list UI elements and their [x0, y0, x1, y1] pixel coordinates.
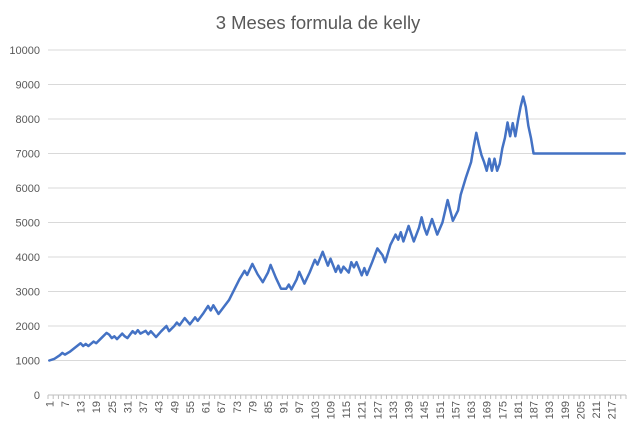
- x-tick-label-115: 115: [341, 401, 353, 419]
- y-tick-label-1000: 1000: [16, 356, 40, 368]
- y-tick-label-5000: 5000: [16, 218, 40, 230]
- x-tick-label-121: 121: [357, 401, 369, 419]
- x-tick-label-103: 103: [310, 401, 322, 419]
- y-tick-label-10000: 10000: [9, 45, 40, 57]
- x-tick-label-151: 151: [435, 401, 447, 419]
- y-tick-label-4000: 4000: [16, 252, 40, 264]
- x-tick-label-175: 175: [497, 401, 509, 419]
- x-tick-label-169: 169: [482, 401, 494, 419]
- x-tick-label-13: 13: [76, 401, 88, 413]
- x-tick-label-157: 157: [450, 401, 462, 419]
- x-tick-label-211: 211: [591, 401, 603, 419]
- x-tick-label-91: 91: [279, 401, 291, 413]
- x-tick-label-61: 61: [201, 401, 213, 413]
- gridlines: [48, 49, 626, 361]
- x-tick-label-217: 217: [607, 401, 619, 419]
- y-tick-label-0: 0: [34, 390, 40, 402]
- x-tick-label-127: 127: [372, 401, 384, 419]
- x-tick-label-19: 19: [91, 401, 103, 413]
- x-tick-label-133: 133: [388, 401, 400, 419]
- y-tick-label-7000: 7000: [16, 149, 40, 161]
- x-tick-label-43: 43: [154, 401, 166, 413]
- x-tick-label-1: 1: [44, 401, 56, 407]
- x-tick-label-199: 199: [560, 401, 572, 419]
- chart-title: 3 Meses formula de kelly: [215, 12, 421, 33]
- x-tick-label-205: 205: [575, 401, 587, 419]
- x-tick-label-85: 85: [263, 401, 275, 413]
- x-tick-label-163: 163: [466, 401, 478, 419]
- x-tick-label-67: 67: [216, 401, 228, 413]
- x-tick-label-187: 187: [529, 401, 541, 419]
- x-tick-label-31: 31: [122, 401, 134, 413]
- y-tick-label-6000: 6000: [16, 183, 40, 195]
- y-tick-label-2000: 2000: [16, 321, 40, 333]
- axes: [47, 394, 627, 399]
- x-tick-label-139: 139: [404, 401, 416, 419]
- y-tick-label-9000: 9000: [16, 80, 40, 92]
- series-line-0: [48, 95, 626, 362]
- y-tick-label-8000: 8000: [16, 114, 40, 126]
- x-tick-label-7: 7: [60, 401, 72, 407]
- x-tick-label-73: 73: [232, 401, 244, 413]
- x-tick-label-25: 25: [107, 401, 119, 413]
- x-tick-label-97: 97: [294, 401, 306, 413]
- x-tick-label-145: 145: [419, 401, 431, 419]
- x-tick-label-109: 109: [325, 401, 337, 419]
- y-tick-label-3000: 3000: [16, 287, 40, 299]
- x-tick-label-49: 49: [169, 401, 181, 413]
- x-tick-label-79: 79: [247, 401, 259, 413]
- x-tick-label-55: 55: [185, 401, 197, 413]
- x-axis-tick-labels: 1 7 13 19 25 31 37 43 49 55 61 67 73 79 85 91 97 103 109 11…: [44, 401, 618, 419]
- series-layer: [48, 95, 626, 362]
- x-tick-label-37: 37: [138, 401, 150, 413]
- y-axis-tick-labels: 0 1000 2000 3000 4000 5000 6000 7000 8000 9000 100…: [9, 45, 40, 402]
- x-tick-label-181: 181: [513, 401, 525, 419]
- x-tick-label-193: 193: [544, 401, 556, 419]
